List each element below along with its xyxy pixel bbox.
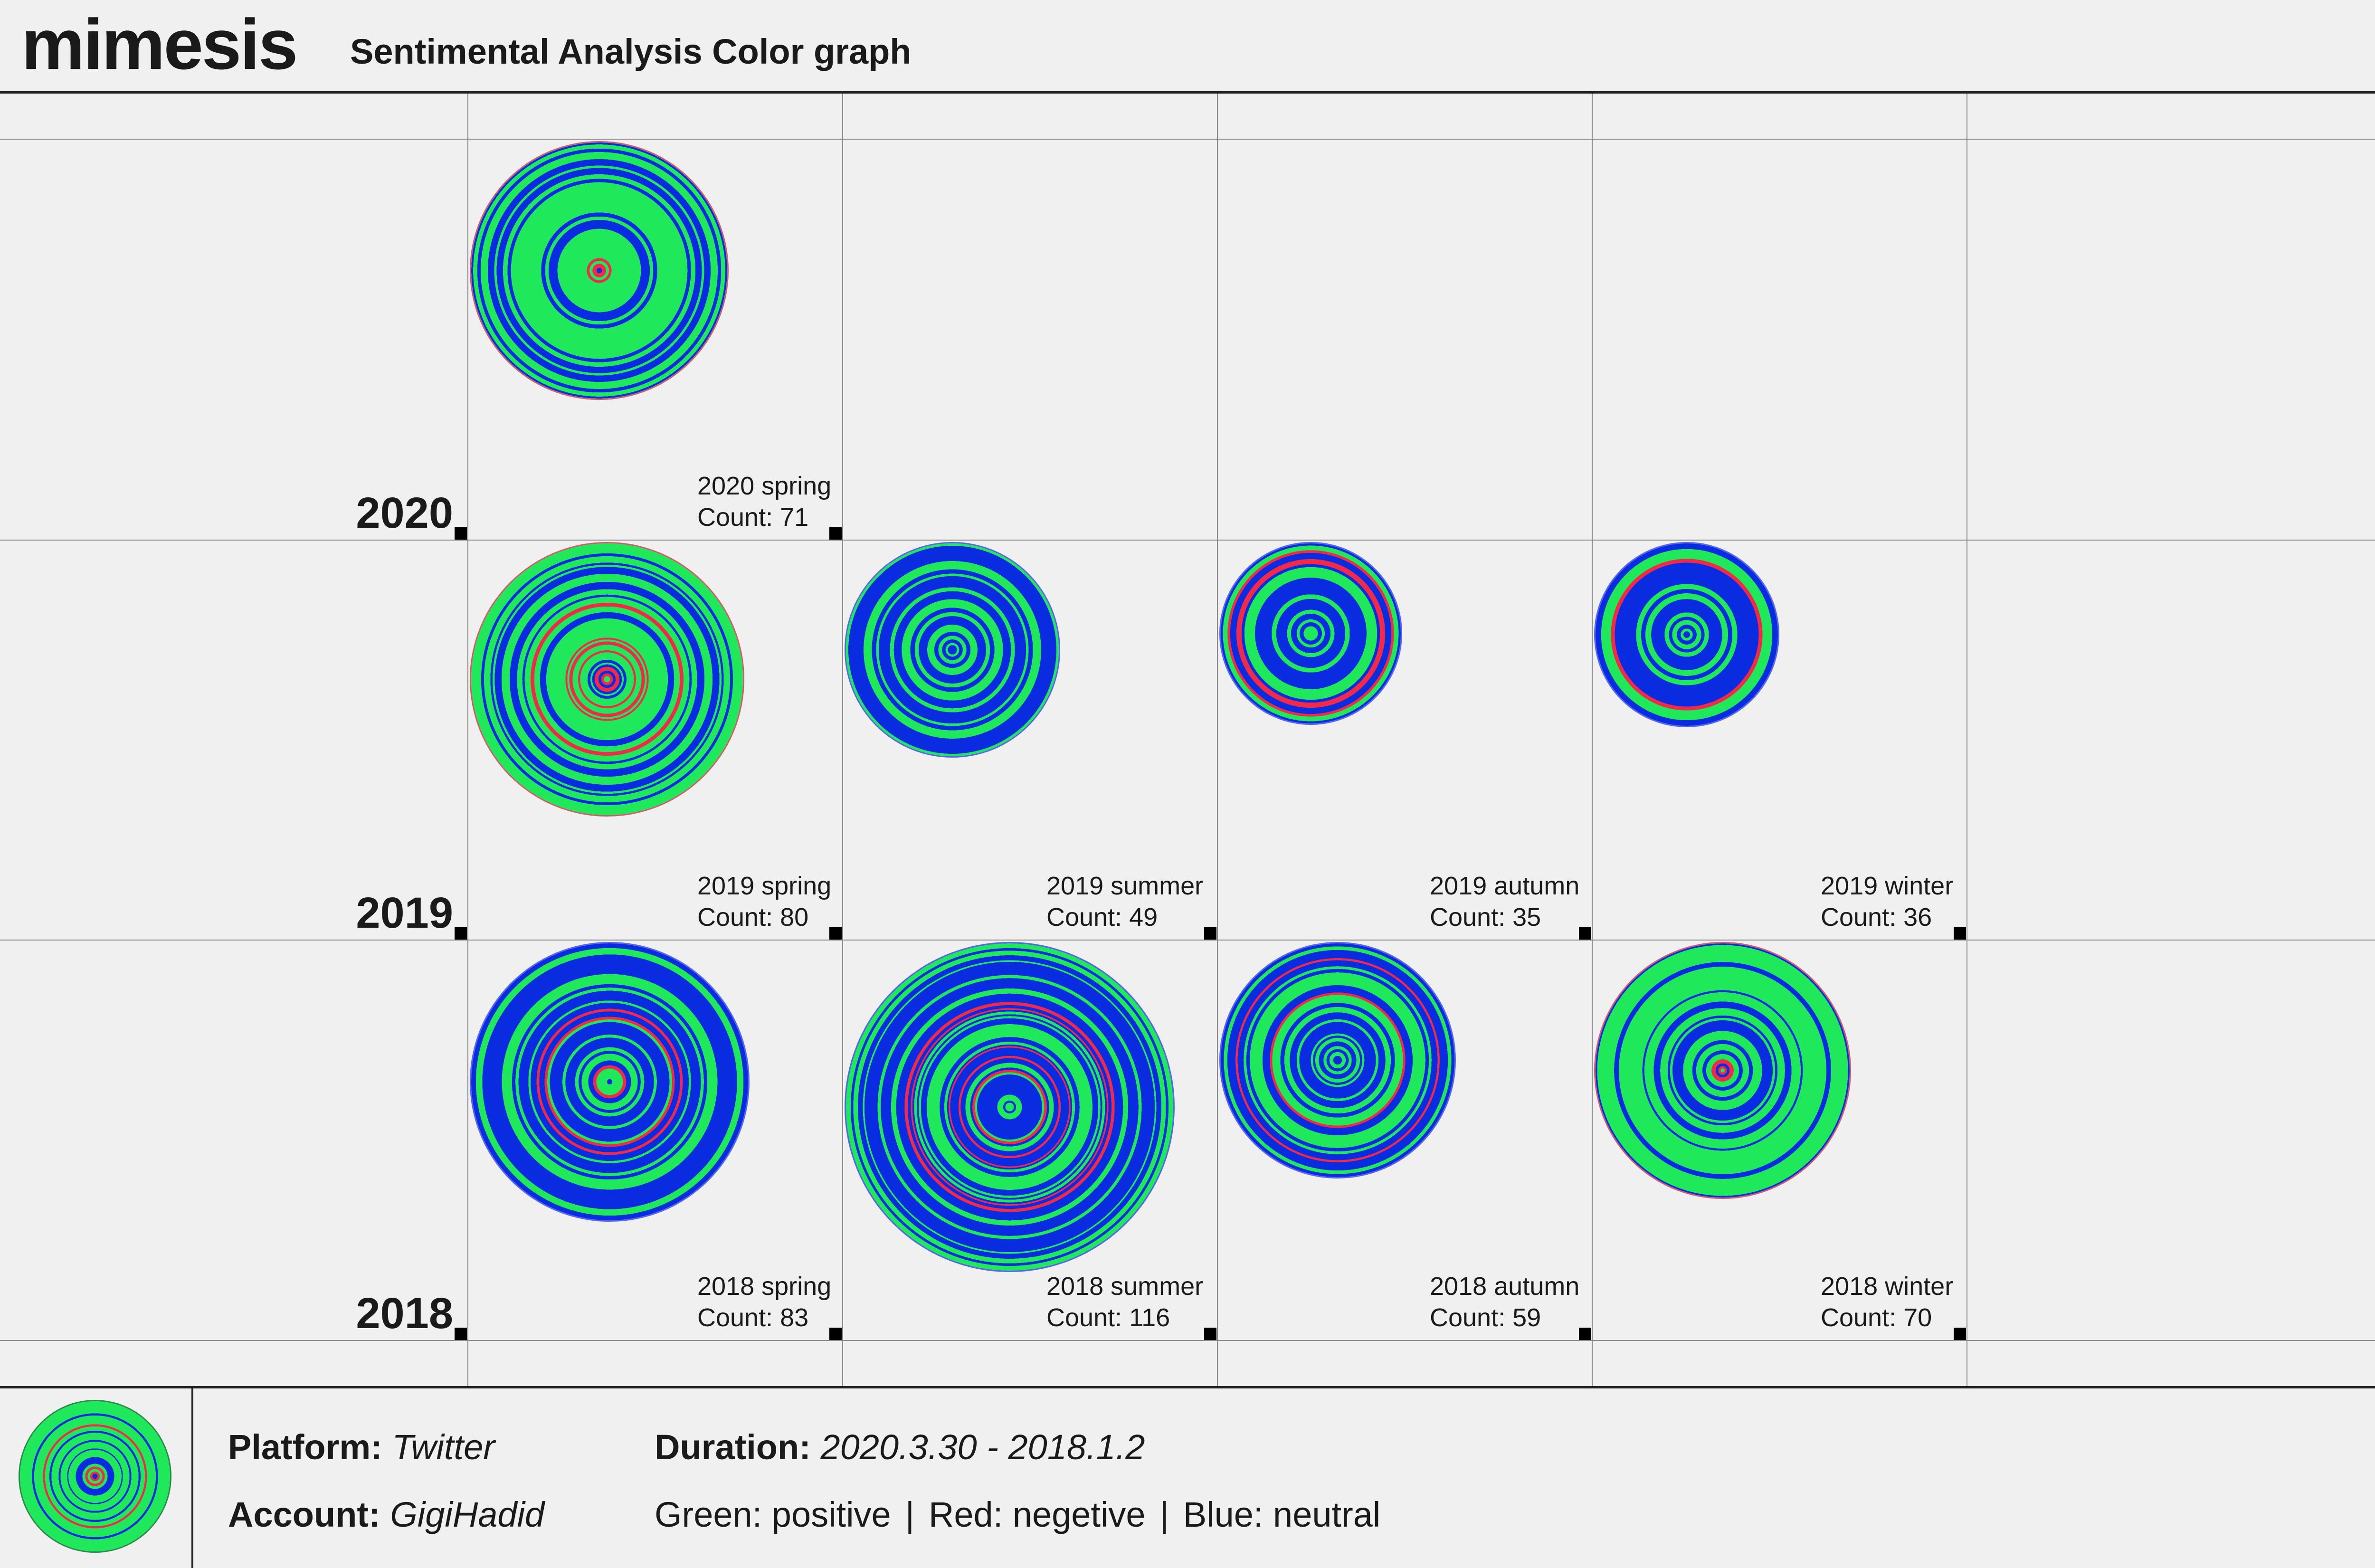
sentiment-disc-2019-summer <box>846 543 1059 756</box>
grid-col-line <box>842 94 843 1386</box>
duration-info: Duration: 2020.3.30 - 2018.1.2 <box>655 1430 1145 1465</box>
cell-label: 2019 winter Count: 36 <box>1821 870 1953 933</box>
corner-marker <box>1204 1328 1216 1340</box>
footer-divider <box>0 1386 2375 1388</box>
year-label-2019: 2019 <box>356 889 453 937</box>
cell-label-period: 2019 spring <box>697 872 832 900</box>
corner-marker <box>1579 927 1591 940</box>
cell-label-count: Count: 83 <box>697 1303 809 1332</box>
page-title: Sentimental Analysis Color graph <box>350 32 912 71</box>
grid-line-row-2019 <box>0 940 2375 941</box>
corner-marker <box>1954 1328 1966 1340</box>
grid-col-line <box>1592 94 1593 1386</box>
account-info: Account: GigiHadid <box>228 1497 544 1532</box>
account-label: Account: <box>228 1495 380 1534</box>
corner-marker <box>1579 1328 1591 1340</box>
platform-value: Twitter <box>392 1427 495 1467</box>
cell-label: 2018 summer Count: 116 <box>1046 1271 1203 1333</box>
duration-value: 2020.3.30 - 2018.1.2 <box>820 1427 1145 1467</box>
cell-label-period: 2019 autumn <box>1430 872 1580 900</box>
cell-label-period: 2019 summer <box>1046 872 1204 900</box>
cell-label-count: Count: 59 <box>1430 1303 1541 1332</box>
platform-label: Platform: <box>228 1427 382 1467</box>
corner-marker <box>829 1328 842 1340</box>
legend-separator: | <box>1159 1495 1169 1534</box>
year-label-2018: 2018 <box>356 1289 453 1338</box>
platform-info: Platform: Twitter <box>228 1430 495 1465</box>
cell-label-count: Count: 35 <box>1430 903 1541 931</box>
corner-marker <box>829 527 842 540</box>
sentiment-disc-2019-autumn <box>1221 543 1401 723</box>
corner-marker <box>1954 927 1966 940</box>
sentiment-disc-2018-winter <box>1596 943 1850 1198</box>
cell-label-count: Count: 70 <box>1821 1303 1932 1332</box>
sentiment-disc-2020-spring <box>471 143 728 399</box>
footer-icon-divider <box>191 1388 193 1568</box>
logo: mimesis <box>21 4 298 84</box>
cell-label-count: Count: 36 <box>1821 903 1932 931</box>
account-value: GigiHadid <box>390 1495 545 1534</box>
legend-negative: Red: negetive <box>928 1495 1146 1534</box>
corner-marker <box>829 927 842 940</box>
corner-marker <box>455 1328 467 1340</box>
corner-marker <box>1204 927 1216 940</box>
grid-line-row-2018 <box>0 1340 2375 1341</box>
cell-label-period: 2019 winter <box>1821 872 1954 900</box>
cell-label-period: 2018 autumn <box>1430 1272 1580 1301</box>
grid-col-line <box>1217 94 1218 1386</box>
cell-label-count: Count: 49 <box>1046 903 1158 931</box>
cell-label-period: 2018 spring <box>697 1272 832 1301</box>
sentiment-disc-2018-autumn <box>1221 943 1454 1177</box>
duration-label: Duration: <box>655 1427 811 1467</box>
cell-label: 2019 autumn Count: 35 <box>1430 870 1579 933</box>
cell-label: 2019 spring Count: 80 <box>697 870 831 933</box>
sentiment-disc-2018-summer <box>846 943 1174 1271</box>
cell-label-period: 2020 spring <box>697 472 832 500</box>
grid-col-line <box>467 94 468 1386</box>
sentiment-disc-2018-spring <box>471 943 749 1221</box>
legend-neutral: Blue: neutral <box>1183 1495 1381 1534</box>
cell-label-count: Count: 80 <box>697 903 809 931</box>
legend-positive: Green: positive <box>655 1495 891 1534</box>
corner-marker <box>455 527 467 540</box>
sentiment-summary-icon <box>20 1401 170 1551</box>
cell-label-count: Count: 71 <box>697 503 809 532</box>
grid-col-line <box>1966 94 1967 1386</box>
grid-line-top <box>0 139 2375 140</box>
cell-label: 2019 summer Count: 49 <box>1046 870 1203 933</box>
year-label-2020: 2020 <box>356 489 453 537</box>
cell-label-period: 2018 winter <box>1821 1272 1954 1301</box>
cell-label-count: Count: 116 <box>1046 1303 1170 1332</box>
cell-label: 2018 winter Count: 70 <box>1821 1271 1953 1333</box>
header-divider <box>0 91 2375 94</box>
cell-label: 2018 spring Count: 83 <box>697 1271 831 1333</box>
cell-label: 2018 autumn Count: 59 <box>1430 1271 1579 1333</box>
sentiment-disc-2019-winter <box>1596 543 1778 726</box>
legend-separator: | <box>905 1495 914 1534</box>
sentiment-disc-2019-spring <box>471 543 743 816</box>
corner-marker <box>455 927 467 940</box>
grid-line-row-2020 <box>0 540 2375 541</box>
cell-label-period: 2018 summer <box>1046 1272 1204 1301</box>
color-legend: Green: positive | Red: negetive | Blue: neut… <box>655 1497 1380 1532</box>
cell-label: 2020 spring Count: 71 <box>697 470 831 533</box>
